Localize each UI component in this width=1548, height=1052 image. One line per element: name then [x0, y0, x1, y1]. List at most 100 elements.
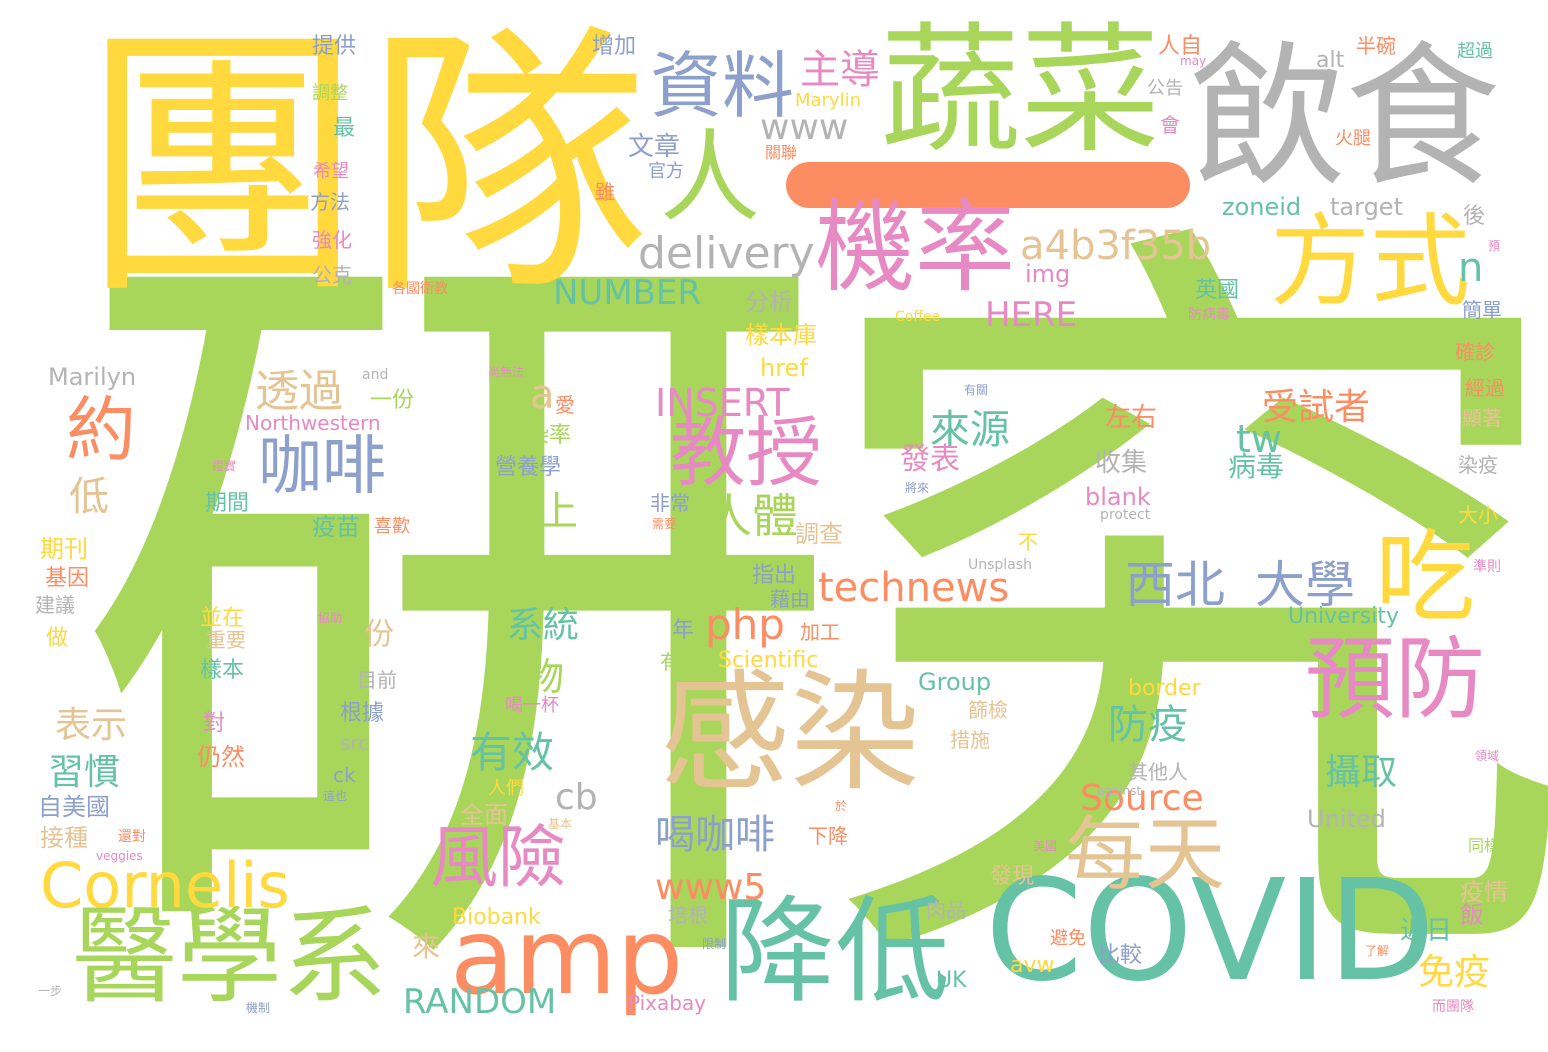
word-shoushizhe: 受試者: [1262, 387, 1371, 428]
word-sui: 雖: [595, 180, 615, 204]
word-yingguo: 英國: [1195, 278, 1240, 303]
word-www5: www5: [655, 867, 767, 908]
word-yu2: 於: [835, 799, 848, 813]
word-jiyin: 基因: [45, 566, 90, 591]
word-xitong: 系統: [507, 605, 580, 646]
word-may: may: [1180, 54, 1207, 68]
word-n: n: [1458, 245, 1484, 291]
word-fangbingdu: 防病毒: [1188, 307, 1230, 323]
word-zhengshi: 證實: [212, 459, 237, 473]
word-scientific: Scientific: [718, 648, 819, 673]
word-amp: amp: [450, 896, 684, 1018]
word-pixabay: Pixabay: [628, 991, 707, 1015]
word-daxue: 大學: [1255, 556, 1355, 614]
word-shouji: 收集: [1095, 448, 1148, 478]
word-sheqv: 攝取: [1325, 752, 1398, 793]
word-protect: protect: [1100, 507, 1151, 523]
word-dash: [786, 162, 1190, 208]
word-against: against: [1097, 784, 1142, 798]
word-coffee: Coffee: [895, 309, 941, 325]
word-here: HERE: [985, 295, 1078, 335]
word-jieyou: 藉由: [770, 587, 810, 611]
word-jiangdi: 降低: [720, 885, 951, 1019]
word-yufang: 預防: [1305, 627, 1485, 732]
word-gonggao: 公告: [1147, 78, 1183, 99]
word-fangshi: 方式: [1270, 203, 1470, 320]
word-youguan: 有關: [964, 383, 989, 397]
word-jiandan: 簡單: [1462, 298, 1502, 322]
word-peigen: 培根: [668, 903, 708, 927]
word-lai: 來: [412, 930, 441, 963]
word-zheye: 這也: [323, 789, 348, 803]
word-roupin: 肉品: [926, 898, 966, 922]
word-diaocha: 調查: [795, 520, 843, 548]
word-bijiao: 比較: [1098, 943, 1143, 968]
word-tuandui: 團隊: [80, 1, 650, 333]
word-ranyi: 染疫: [1458, 453, 1498, 477]
word-quanmian: 全面: [460, 801, 508, 829]
word-shaijian: 篩檢: [968, 698, 1008, 722]
word-fengxian: 風險: [430, 819, 567, 898]
word-jiezhong: 接種: [40, 824, 88, 852]
word-bu: 不: [1018, 530, 1038, 554]
word-qikan: 期刊: [40, 535, 88, 563]
word-jilv: 機率: [815, 189, 1015, 306]
word-renmen: 人們: [488, 778, 524, 799]
word-di: 低: [62, 475, 108, 515]
word-fabiao: 發表: [900, 442, 960, 477]
word-bimian: 避免: [1050, 928, 1086, 949]
word-veggies: veggies: [96, 849, 143, 863]
word-heyibei: 喝一杯: [505, 695, 559, 716]
word-xiguan: 習慣: [48, 752, 121, 793]
word-yiqing: 疫情: [1460, 878, 1508, 906]
word-yue: 約: [66, 389, 136, 471]
word-renti: 人體: [706, 489, 798, 543]
word-hou: 後: [1463, 204, 1486, 229]
word-xianzhu: 顯著: [1462, 406, 1502, 430]
word-ganran: 感染: [660, 657, 921, 809]
word-touguo: 透過: [255, 366, 343, 417]
word-cuoshi: 措施: [950, 728, 990, 752]
word-youxiao: 有效: [470, 728, 555, 777]
word-zhudao: 主導: [800, 47, 880, 93]
word-faxian: 發現: [990, 864, 1035, 889]
word-fangfa: 方法: [310, 190, 350, 214]
word-fenxi: 分析: [745, 288, 793, 316]
word-banwan: 半碗: [1356, 34, 1396, 58]
word-bingzai: 並在: [200, 606, 245, 631]
word-marilyn: Marilyn: [48, 363, 137, 391]
word-qijian: 期間: [205, 491, 250, 516]
word-wenzhang: 文章: [628, 132, 681, 162]
word-jinri: 近日: [1400, 916, 1453, 946]
word-meiguo: 美國: [1033, 839, 1058, 853]
word-chaoguo: 超過: [1457, 41, 1493, 62]
word-zengjia: 增加: [592, 34, 637, 59]
word-ziguo: 自美國: [38, 793, 110, 821]
word-qitaren: 其他人: [1128, 760, 1188, 784]
word-ertuandui: 而團隊: [1432, 999, 1474, 1015]
word-xiezhu: 協助: [318, 611, 343, 625]
word-chi: 吃: [1375, 519, 1475, 636]
word-hui: 會: [1160, 113, 1180, 137]
word-zuo: 做: [46, 626, 69, 651]
word-muqian: 目前: [357, 668, 397, 692]
word-feichang: 非常: [650, 491, 690, 515]
word-xibei: 西北: [1125, 556, 1225, 614]
word-border: border: [1128, 676, 1201, 701]
word-dui: 對: [203, 711, 226, 736]
word-random: RANDOM: [403, 982, 557, 1022]
word-laiyuan: 來源: [930, 407, 1010, 453]
word-zhongyao: 重要: [206, 628, 246, 652]
word-genju: 根據: [340, 701, 385, 726]
word-img: img: [1025, 260, 1071, 288]
word-target: target: [1330, 193, 1403, 221]
word-covid: COVID: [985, 850, 1436, 1013]
word-geguo: 各國衛教: [392, 281, 448, 297]
word-liaojie: 了解: [1365, 944, 1390, 958]
word-xiwang: 希望: [313, 161, 349, 182]
word-mianyi: 免疫: [1418, 952, 1491, 993]
word-jianyi: 建議: [35, 593, 75, 617]
word-and: and: [362, 367, 389, 383]
word-jiaoshou: 教授: [670, 408, 822, 497]
word-a: a: [530, 372, 555, 418]
